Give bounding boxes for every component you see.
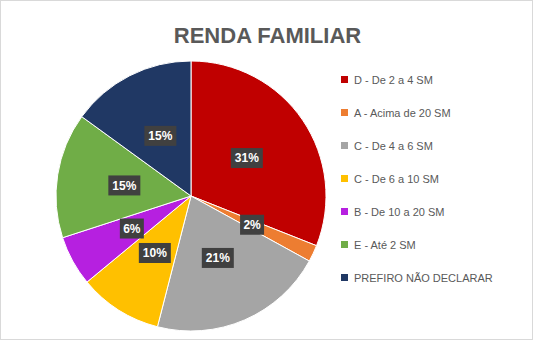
html-text:E - Até 2 SM: E - Até 2 SM	[354, 238, 416, 251]
html-text:C - De 4 a 6 SM: C - De 4 a 6 SM	[354, 139, 433, 152]
svg-text:2%: 2%	[243, 218, 261, 232]
svg-text:15%: 15%	[148, 129, 172, 143]
html-text:A - Acima de 20 SM: A - Acima de 20 SM	[354, 106, 451, 119]
html-text:D - De 2 a 4 SM: D - De 2 a 4 SM	[354, 73, 433, 86]
html-text:PREFIRO NÃO DECLARAR: PREFIRO NÃO DECLARAR	[354, 271, 493, 284]
svg-text:15%: 15%	[112, 179, 136, 193]
html-text:C - De 6 a 10 SM: C - De 6 a 10 SM	[354, 172, 439, 185]
html-text:B - De 10 a 20 SM: B - De 10 a 20 SM	[354, 205, 445, 218]
html-text:RENDA FAMILIAR: RENDA FAMILIAR	[173, 23, 362, 48]
svg-text:21%: 21%	[206, 251, 230, 265]
svg-text:31%: 31%	[235, 151, 259, 165]
svg-text:6%: 6%	[123, 222, 141, 236]
svg-text:10%: 10%	[143, 246, 167, 260]
